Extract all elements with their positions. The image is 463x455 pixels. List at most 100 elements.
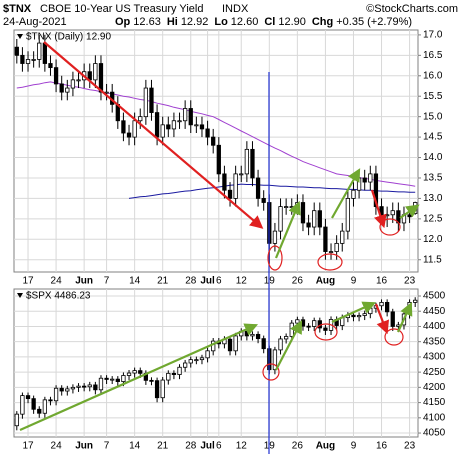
x-tick-label: 26 (292, 441, 304, 452)
candle-body (121, 375, 126, 382)
y-tick-label: 4050 (423, 428, 446, 439)
candle-body (126, 372, 132, 376)
y-tick-label: 4500 (423, 291, 446, 302)
candle-body (188, 359, 193, 364)
candle-body (177, 366, 182, 375)
candle-body (216, 144, 221, 175)
candle-body (194, 359, 199, 362)
candle-body (306, 222, 311, 228)
candle-body (356, 177, 362, 191)
candle-body (98, 377, 104, 391)
candle-body (199, 357, 205, 361)
candle-body (239, 173, 244, 176)
candle-body (300, 202, 306, 224)
y-tick-label: 4100 (423, 412, 446, 423)
candle-body (205, 128, 210, 138)
candle-body (115, 378, 120, 382)
x-tick-label: 16 (376, 276, 388, 287)
x-tick-label: Jun (75, 441, 93, 452)
candle-body (25, 395, 31, 400)
x-tick-label: 23 (404, 276, 416, 287)
candle-body (42, 42, 48, 64)
stat-label: Hi (167, 16, 178, 28)
candle-body (121, 120, 126, 134)
panel-frame (13, 29, 419, 273)
candle-body (233, 335, 238, 352)
candle-body (373, 173, 379, 207)
candle-body (143, 87, 149, 118)
panel-title: $SPX 4486.23 (26, 291, 91, 302)
candle-body (289, 322, 294, 337)
y-tick-label: 12.0 (423, 234, 443, 245)
stat-value: +0.35 (+2.79%) (336, 16, 412, 28)
x-tick-label: Aug (316, 276, 335, 287)
candle-body (379, 301, 384, 307)
candle-body (154, 112, 160, 138)
y-tick-label: 13.0 (423, 193, 443, 204)
candle-body (166, 372, 171, 381)
candle-body (368, 173, 373, 183)
trend-arrow (331, 168, 361, 219)
y-tick-label: 14.0 (423, 152, 443, 163)
candle-body (70, 386, 76, 390)
y-tick-label: 4450 (423, 306, 446, 317)
candle-body (283, 336, 289, 340)
candle-body (261, 338, 266, 350)
candle-body (149, 379, 154, 382)
candle-body (323, 327, 328, 331)
candle-body (93, 384, 98, 391)
candle-body (250, 333, 255, 337)
x-tick-label: 26 (292, 276, 304, 287)
candle-body (272, 230, 278, 244)
candle-body (70, 79, 76, 89)
x-tick-label: 7 (104, 276, 110, 287)
x-tick-label: Jul (200, 441, 215, 452)
stat-label: Chg (312, 16, 333, 28)
candle-body (390, 210, 395, 216)
candle-body (138, 370, 143, 374)
candle-body (126, 132, 132, 138)
candle-body (42, 399, 48, 414)
trend-arrow (274, 200, 301, 259)
candle-body (37, 42, 42, 60)
price-panel: 4050 4100 4150 4200 4250 4300 4350 4400 4450 4500… (13, 288, 446, 452)
candle-body (312, 320, 317, 327)
highlight-circle (267, 245, 283, 271)
candle-body (110, 378, 115, 381)
stat-value: 12.63 (133, 16, 161, 28)
candle-body (351, 314, 356, 318)
candle-body (132, 120, 137, 138)
x-tick-label: 12 (236, 276, 248, 287)
candle-body (166, 124, 171, 130)
y-tick-label: 4400 (423, 321, 446, 332)
y-tick-label: 11.5 (423, 254, 442, 265)
candle-body (104, 377, 109, 380)
candle-body (283, 206, 289, 208)
candle-body (384, 301, 390, 313)
candle-body (48, 63, 53, 69)
candle-body (362, 313, 367, 316)
candle-body (272, 349, 278, 371)
y-tick-label: 12.5 (423, 213, 443, 224)
source: ©StockCharts.com (366, 3, 458, 15)
candle-body (93, 63, 98, 81)
candle-body (211, 136, 216, 146)
candle-body (65, 87, 70, 93)
x-tick-label: 14 (129, 441, 141, 452)
trend-arrow (399, 204, 420, 219)
candle-body (171, 120, 177, 130)
highlight-circle (262, 363, 280, 381)
candle-body (413, 299, 418, 303)
x-tick-label: 21 (157, 441, 169, 452)
candle-body (14, 46, 19, 56)
candle-body (25, 59, 31, 64)
panel-title: $TNX (Daily) 12.90 (26, 32, 111, 43)
stat-value: 12.92 (181, 16, 209, 28)
stat-label: Cl (264, 16, 275, 28)
candle-body (160, 379, 165, 399)
x-tick-label: 24 (51, 276, 63, 287)
candle-body (20, 395, 25, 415)
plot-area: 11.5 12.0 12.5 13.0 13.5 14.0 14.5 15.0 15.5 16.0… (13, 29, 446, 452)
candle-body (149, 87, 154, 113)
